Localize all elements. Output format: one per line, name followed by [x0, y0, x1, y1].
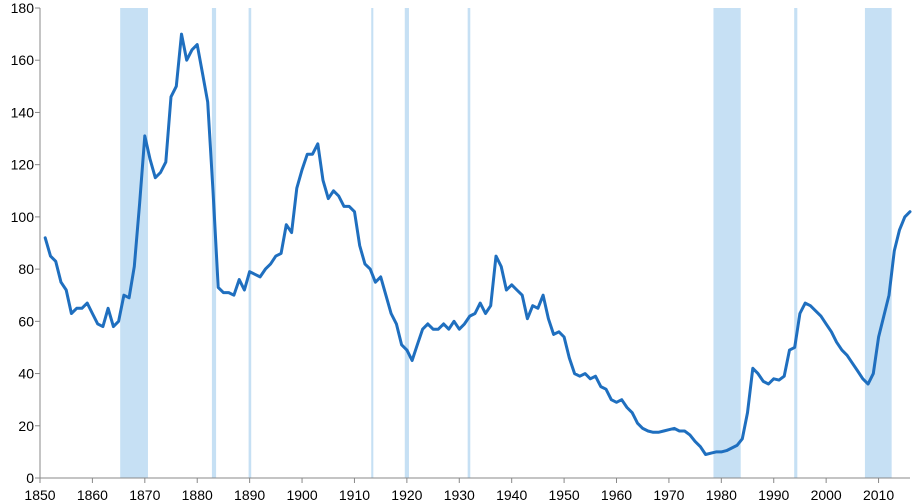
x-tick-label: 1930	[444, 487, 475, 503]
series-layer	[43, 32, 912, 456]
y-tick-label: 80	[18, 261, 34, 277]
x-tick-label: 1950	[549, 487, 580, 503]
recession-band-2	[248, 8, 252, 478]
x-tick-label: 1860	[77, 487, 108, 503]
x-tick-label: 1960	[601, 487, 632, 503]
y-tick-labels: 0 20 40 60 80 100 120 140 160 180	[11, 0, 35, 486]
y-tick-label: 0	[26, 470, 34, 486]
x-tick-label: 1890	[234, 487, 265, 503]
x-tick-label: 2010	[863, 487, 894, 503]
recession-band-6	[713, 8, 741, 478]
x-tick-label: 1990	[758, 487, 789, 503]
recession-shading	[120, 8, 892, 478]
y-tick-label: 20	[18, 418, 34, 434]
recession-band-5	[467, 8, 471, 478]
x-tick-label: 1880	[182, 487, 213, 503]
y-tick-label: 160	[11, 52, 35, 68]
series-line-0	[43, 32, 912, 456]
y-tick-label: 100	[11, 209, 35, 225]
recession-band-1	[211, 8, 217, 478]
y-tick-label: 120	[11, 157, 35, 173]
x-tick-label: 1970	[653, 487, 684, 503]
y-tick-label: 140	[11, 104, 35, 120]
x-tick-labels: 1850 1860 1870 1880 1890 1900 1910 1920 1930 1940…	[24, 487, 894, 503]
x-tick-label: 1850	[24, 487, 55, 503]
x-tick-label: 1870	[129, 487, 160, 503]
x-tick-label: 1900	[286, 487, 317, 503]
y-tick-label: 180	[11, 0, 35, 16]
x-tick-label: 2000	[811, 487, 842, 503]
recession-band-8	[864, 8, 892, 478]
x-tick-label: 1980	[706, 487, 737, 503]
recession-band-3	[371, 8, 374, 478]
recession-band-7	[794, 8, 798, 478]
x-tick-label: 1910	[339, 487, 370, 503]
x-tick-label: 1940	[496, 487, 527, 503]
recession-band-0	[120, 8, 148, 478]
y-tick-label: 60	[18, 313, 34, 329]
axes	[35, 7, 910, 483]
recession-band-4	[404, 8, 409, 478]
x-tick-label: 1920	[391, 487, 422, 503]
y-tick-label: 40	[18, 366, 34, 382]
